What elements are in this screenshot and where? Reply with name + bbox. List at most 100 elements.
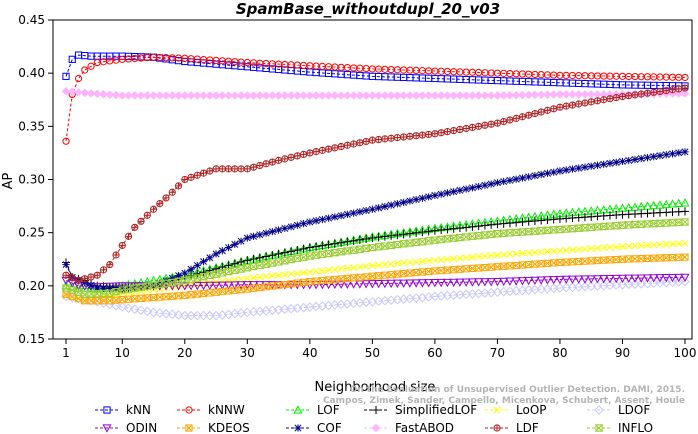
point-ldf bbox=[612, 94, 620, 102]
point-inflo-frame bbox=[206, 271, 214, 280]
legend-item-kdeos: KDEOS bbox=[177, 421, 250, 434]
point-cof bbox=[256, 231, 264, 239]
point-inflo-frame bbox=[243, 264, 251, 272]
point-ldf bbox=[668, 86, 677, 94]
point-odin bbox=[330, 280, 340, 290]
point-cof bbox=[456, 186, 464, 194]
point-loop bbox=[218, 277, 226, 285]
point-ldf bbox=[556, 103, 564, 111]
point-cof bbox=[206, 254, 214, 262]
point-loop bbox=[487, 252, 495, 259]
point-loop bbox=[562, 246, 570, 254]
point-cof bbox=[212, 250, 220, 258]
x-tick-label: 80 bbox=[552, 346, 567, 360]
point-simplifiedlof bbox=[261, 252, 271, 261]
point-inflo-frame bbox=[468, 232, 477, 240]
point-loop bbox=[281, 271, 289, 279]
point-ldf bbox=[350, 140, 358, 148]
point-cof bbox=[531, 172, 539, 180]
point-loop bbox=[406, 258, 414, 266]
point-odin bbox=[136, 282, 146, 291]
point-cof bbox=[443, 189, 452, 197]
point-ldf bbox=[187, 173, 195, 181]
point-fastabod bbox=[299, 91, 308, 100]
point-ldf bbox=[199, 169, 208, 177]
point-ldf bbox=[381, 135, 389, 143]
point-fastabod bbox=[149, 91, 158, 100]
point-cof bbox=[606, 159, 614, 167]
point-kdeos bbox=[231, 286, 239, 294]
point-fastabod bbox=[586, 90, 596, 99]
point-inflo bbox=[343, 247, 352, 255]
point-inflo-frame bbox=[475, 232, 483, 240]
point-inflo-frame bbox=[162, 279, 170, 287]
point-ldf bbox=[606, 95, 614, 103]
point-loop bbox=[375, 261, 383, 269]
point-kdeos bbox=[137, 294, 145, 302]
point-loop bbox=[506, 250, 514, 258]
legend-item-loop: LoOP bbox=[485, 403, 547, 417]
point-ldf bbox=[525, 111, 533, 119]
point-ldof bbox=[136, 305, 146, 316]
point-fastabod bbox=[293, 91, 302, 100]
point-ldf bbox=[593, 97, 602, 105]
point-odin bbox=[205, 281, 215, 291]
point-loop bbox=[625, 242, 633, 250]
point-kdeos bbox=[312, 277, 320, 285]
legend-item-simplifiedlof: SimplifiedLOF bbox=[364, 403, 477, 417]
point-cof bbox=[93, 284, 101, 292]
point-ldf bbox=[143, 211, 151, 219]
point-fastabod bbox=[468, 91, 477, 100]
legend-marker bbox=[185, 406, 193, 414]
point-kdeos bbox=[418, 268, 426, 276]
legend-label: LDOF bbox=[618, 403, 650, 417]
x-tick-label: 30 bbox=[240, 346, 255, 360]
point-ldf bbox=[293, 152, 301, 160]
point-inflo bbox=[443, 235, 452, 243]
point-ldf bbox=[400, 133, 408, 141]
point-ldf bbox=[562, 102, 570, 110]
point-cof bbox=[650, 153, 658, 161]
point-inflo bbox=[586, 223, 596, 231]
point-loop bbox=[518, 249, 526, 257]
point-fastabod bbox=[218, 91, 227, 100]
point-cof bbox=[268, 228, 276, 236]
point-loop bbox=[381, 261, 389, 269]
point-loop bbox=[619, 243, 626, 250]
point-kdeos bbox=[362, 273, 370, 281]
point-fastabod bbox=[343, 91, 352, 100]
point-ldf bbox=[543, 106, 552, 114]
point-kdeos bbox=[224, 287, 233, 295]
point-ldf bbox=[481, 121, 489, 129]
point-odin bbox=[386, 279, 396, 289]
point-fastabod bbox=[161, 91, 171, 100]
point-odin bbox=[449, 278, 459, 288]
point-odin bbox=[624, 274, 634, 284]
point-cof bbox=[637, 154, 645, 163]
point-fastabod bbox=[261, 91, 271, 100]
point-fastabod bbox=[142, 91, 152, 100]
point-ldf bbox=[318, 146, 326, 154]
point-kdeos bbox=[187, 291, 195, 299]
point-fastabod bbox=[124, 91, 133, 100]
point-kdeos bbox=[431, 267, 439, 275]
point-lof bbox=[661, 199, 671, 209]
point-ldf bbox=[99, 266, 108, 274]
point-cof bbox=[350, 209, 358, 217]
point-fastabod bbox=[186, 91, 196, 100]
point-loop bbox=[350, 264, 358, 271]
point-kdeos bbox=[262, 283, 270, 291]
point-fastabod bbox=[680, 89, 690, 98]
legend-marker bbox=[294, 424, 302, 432]
point-ldf bbox=[118, 241, 126, 249]
point-fastabod bbox=[518, 90, 527, 100]
point-kdeos bbox=[556, 258, 564, 267]
point-odin bbox=[524, 276, 534, 286]
legend-label: SimplifiedLOF bbox=[395, 403, 477, 417]
point-knn bbox=[62, 72, 70, 80]
y-tick-label: 0.35 bbox=[18, 119, 45, 133]
point-kdeos bbox=[287, 280, 295, 288]
point-fastabod bbox=[286, 91, 296, 100]
point-odin bbox=[674, 273, 684, 283]
point-kdeos bbox=[606, 256, 614, 264]
